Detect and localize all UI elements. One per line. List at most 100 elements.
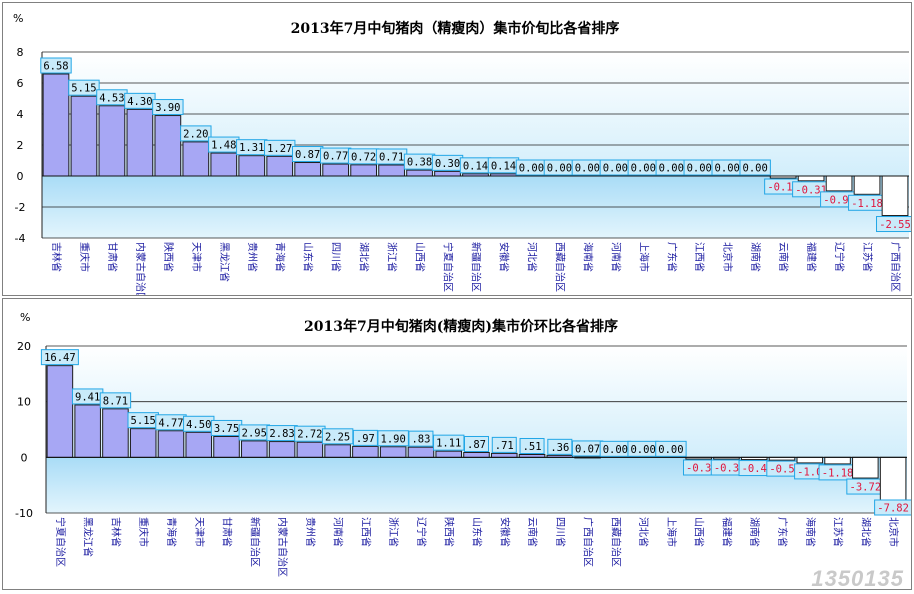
category-label: 湖北省 — [859, 517, 872, 547]
data-label: 0.14 — [463, 160, 488, 172]
category-label: 山西省 — [414, 242, 427, 272]
y-tick-label: 10 — [17, 396, 31, 409]
data-label-box — [377, 430, 409, 447]
bar — [70, 95, 98, 177]
data-label-box — [152, 99, 184, 116]
data-label: 3.90 — [155, 102, 180, 114]
data-label: 4.53 — [99, 92, 124, 104]
data-label: 0.30 — [435, 158, 460, 170]
category-label: 黑龙江省 — [218, 242, 231, 282]
data-label-box — [519, 437, 545, 454]
data-label: -7.82 — [877, 503, 909, 515]
data-label: 1.90 — [381, 433, 406, 445]
category-label: 海南省 — [581, 242, 594, 272]
bar — [42, 73, 70, 177]
data-label: 0.00 — [631, 163, 656, 175]
bar — [46, 365, 74, 458]
data-label: 0.00 — [603, 163, 628, 175]
data-label: 4.77 — [158, 417, 183, 429]
data-label-box — [408, 430, 434, 447]
data-label: -1.0 — [797, 466, 822, 478]
data-label: 4.50 — [186, 419, 211, 431]
category-label: 安徽省 — [497, 242, 510, 272]
y-tick-label: 6 — [17, 77, 24, 90]
bar — [824, 456, 851, 465]
category-label: 甘肃省 — [106, 242, 119, 272]
category-label: 青海省 — [165, 517, 178, 547]
category-label: 新疆自治区 — [248, 517, 261, 567]
data-label: -0.5 — [769, 464, 794, 476]
category-label: 重庆市 — [78, 242, 91, 272]
bar — [852, 456, 879, 479]
category-label: 甘肃省 — [221, 517, 234, 547]
category-label: 河南省 — [332, 517, 345, 547]
category-label: 河北省 — [525, 242, 538, 272]
y-tick-label: -2 — [15, 201, 26, 214]
bar — [881, 175, 909, 217]
data-label: 6.58 — [43, 61, 68, 73]
data-label: .97 — [356, 433, 375, 445]
watermark-logo: 1350135 — [811, 566, 904, 591]
bar — [102, 408, 129, 458]
bar — [324, 444, 351, 458]
bar — [74, 404, 101, 458]
data-label-box — [40, 349, 79, 366]
data-label: 0.38 — [407, 157, 432, 169]
y-tick-label: 20 — [17, 340, 31, 353]
data-label: .83 — [411, 434, 430, 446]
data-label-box — [655, 440, 687, 457]
category-label: 云南省 — [526, 517, 539, 547]
category-label: 海南省 — [804, 517, 817, 547]
bar — [352, 445, 379, 458]
data-label: -0.96 — [823, 194, 855, 206]
bar — [213, 435, 240, 458]
bar — [825, 175, 853, 192]
data-label: 0.77 — [323, 151, 348, 163]
data-label: -0.3 — [686, 463, 711, 475]
bar — [154, 115, 182, 177]
category-label: 广西自治区 — [582, 517, 595, 567]
category-label: 辽宁省 — [833, 242, 846, 272]
y-tick-label: 0 — [17, 170, 24, 183]
data-label-box — [464, 435, 489, 452]
data-label: 16.47 — [44, 352, 76, 364]
chart-panel-xunbi: 2013年7月中旬猪肉（精瘦肉）集市价旬比各省排序% 8 6 4 2 0 -2 -4 6.58 吉… — [2, 2, 912, 296]
data-label: 9.41 — [75, 391, 100, 403]
bar — [853, 175, 881, 195]
category-label: 吉林省 — [50, 242, 63, 272]
data-label: -0.4 — [742, 463, 767, 475]
y-tick-label: -10 — [15, 507, 33, 520]
bar — [379, 446, 407, 458]
y-tick-label: 0 — [21, 451, 28, 464]
data-label: 0.87 — [295, 149, 320, 161]
category-label: 陕西省 — [443, 517, 456, 547]
category-label: 黑龙江省 — [82, 517, 95, 557]
data-label: 1.31 — [239, 142, 264, 154]
data-label: 0.71 — [379, 151, 404, 163]
category-label: 上海市 — [637, 242, 650, 272]
category-label: 北京市 — [721, 242, 734, 272]
category-label: 上海市 — [665, 517, 678, 547]
data-label: -1.18 — [822, 467, 854, 479]
category-label: 西藏自治区 — [553, 242, 566, 292]
data-label: 2.20 — [183, 128, 208, 140]
category-label: 河南省 — [609, 242, 622, 272]
bar — [406, 169, 433, 177]
bar — [490, 452, 518, 458]
data-label: 2.25 — [325, 431, 350, 443]
data-label-box — [352, 429, 378, 446]
bar — [185, 431, 213, 458]
category-label: 云南省 — [777, 242, 790, 272]
bar — [268, 441, 296, 458]
category-label: 浙江省 — [386, 242, 399, 272]
category-label: 内蒙古自治区 — [276, 517, 289, 577]
category-label: 福建省 — [805, 242, 818, 272]
category-label: 广东省 — [776, 517, 789, 547]
data-label-box — [68, 79, 100, 96]
bar — [350, 164, 377, 177]
data-label: 0.72 — [351, 151, 376, 163]
chart-xunbi: 2013年7月中旬猪肉（精瘦肉）集市价旬比各省排序% 8 6 4 2 0 -2 -4 6.58 吉… — [13, 12, 911, 295]
data-label: -2.55 — [879, 219, 911, 231]
data-label: 1.27 — [267, 143, 292, 155]
data-label-box — [739, 159, 771, 176]
